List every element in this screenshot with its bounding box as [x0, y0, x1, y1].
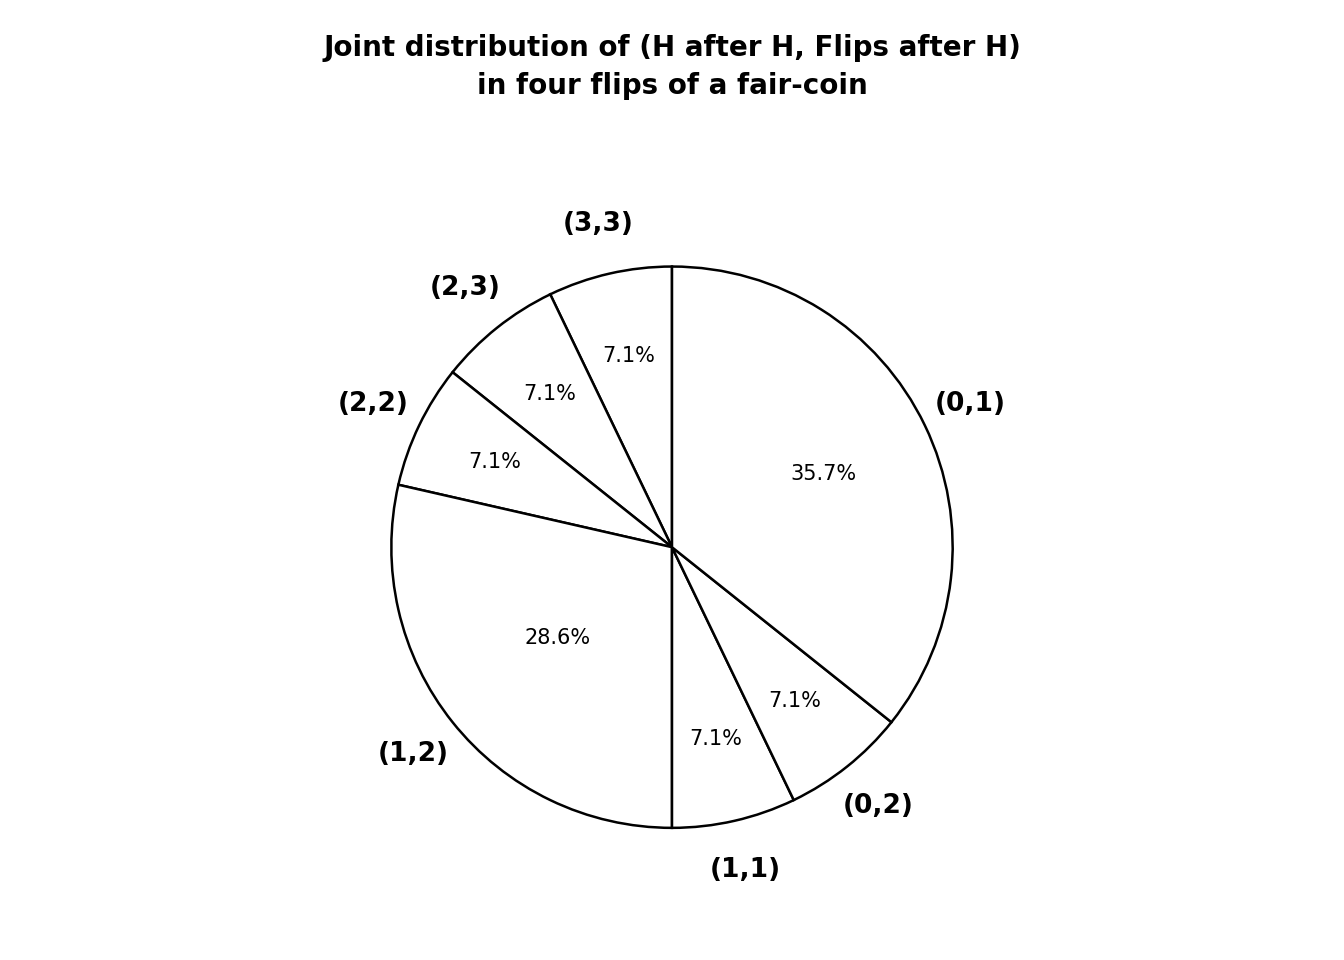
Wedge shape: [550, 267, 672, 547]
Text: 28.6%: 28.6%: [526, 628, 591, 648]
Text: (0,1): (0,1): [935, 391, 1005, 417]
Wedge shape: [391, 485, 672, 828]
Wedge shape: [398, 372, 672, 547]
Text: (1,1): (1,1): [710, 857, 781, 883]
Wedge shape: [672, 547, 794, 828]
Text: (3,3): (3,3): [563, 211, 634, 237]
Text: Joint distribution of (H after H, Flips after H): Joint distribution of (H after H, Flips …: [323, 34, 1021, 61]
Text: 7.1%: 7.1%: [767, 691, 821, 710]
Text: 35.7%: 35.7%: [790, 464, 856, 484]
Text: (0,2): (0,2): [843, 793, 914, 819]
Wedge shape: [453, 295, 672, 547]
Wedge shape: [672, 267, 953, 722]
Text: (2,2): (2,2): [339, 391, 409, 417]
Text: 7.1%: 7.1%: [523, 384, 577, 403]
Text: 7.1%: 7.1%: [602, 346, 655, 366]
Wedge shape: [672, 547, 891, 800]
Text: (1,2): (1,2): [378, 741, 449, 767]
Text: (2,3): (2,3): [430, 276, 501, 301]
Text: 7.1%: 7.1%: [689, 729, 742, 749]
Text: 7.1%: 7.1%: [469, 452, 521, 472]
Text: in four flips of a fair-coin: in four flips of a fair-coin: [477, 72, 867, 100]
